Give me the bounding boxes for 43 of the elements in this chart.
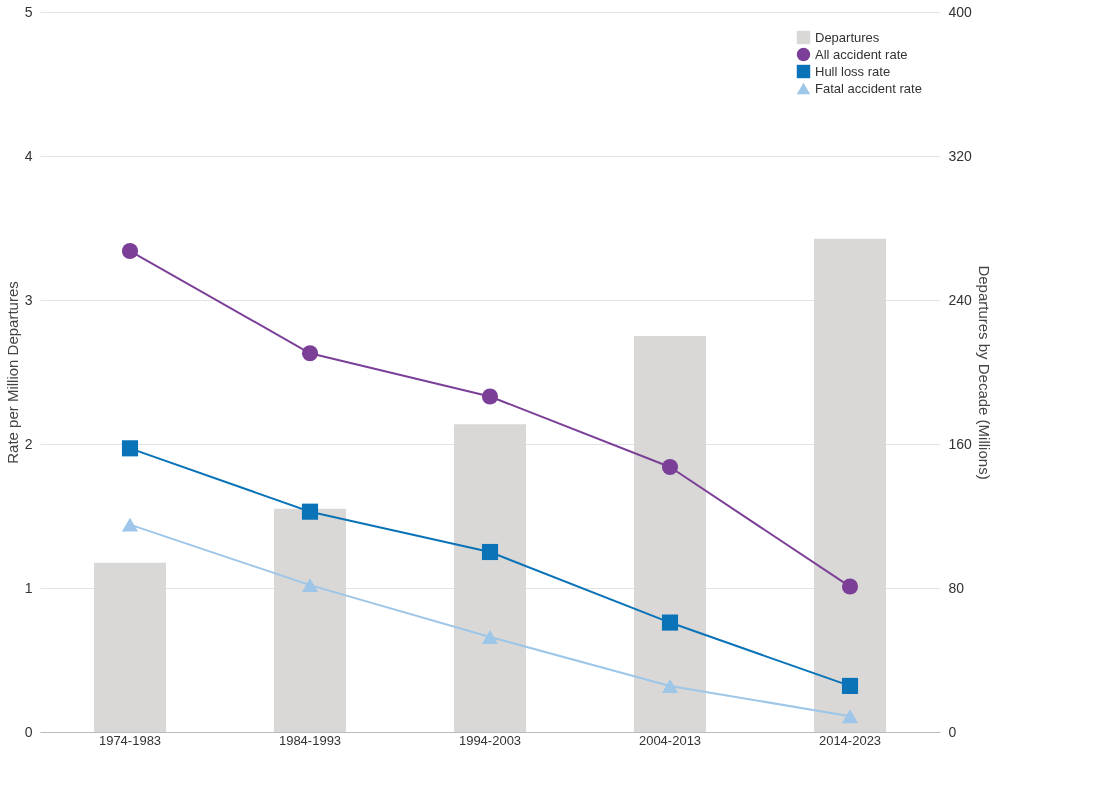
y-tick-label: 1 bbox=[24, 579, 33, 596]
y2-tick-label: 0 bbox=[948, 723, 957, 740]
point bbox=[121, 517, 139, 532]
point bbox=[661, 614, 679, 631]
y-tick-label: 4 bbox=[24, 147, 33, 164]
point bbox=[121, 440, 139, 457]
y2-tick-label: 160 bbox=[948, 435, 973, 452]
x-tick-label: 1974-1983 bbox=[98, 732, 162, 748]
point bbox=[481, 388, 499, 405]
point bbox=[121, 242, 139, 260]
point bbox=[301, 345, 319, 362]
bar bbox=[274, 508, 346, 732]
x-tick-label: 1994-2003 bbox=[458, 732, 522, 748]
legend-label: All accident rate bbox=[815, 46, 908, 62]
y-tick-label: 2 bbox=[24, 435, 33, 452]
y-tick-label: 5 bbox=[24, 3, 33, 20]
legend-label: Hull loss rate bbox=[815, 63, 891, 79]
legend-label: Departures bbox=[815, 29, 880, 45]
x-tick-label: 2014-2023 bbox=[818, 732, 882, 748]
bar bbox=[94, 562, 166, 732]
point bbox=[841, 677, 859, 694]
y-tick-label: 0 bbox=[24, 723, 33, 740]
bar bbox=[814, 238, 886, 732]
bar bbox=[634, 336, 706, 732]
y-axis-title: Rate per Million Departures bbox=[3, 281, 21, 464]
point bbox=[661, 458, 679, 476]
y2-axis-title: Departures by Decade (Millions) bbox=[975, 265, 993, 480]
point bbox=[301, 503, 319, 520]
point bbox=[841, 578, 859, 595]
y2-tick-label: 320 bbox=[948, 147, 973, 164]
point bbox=[481, 543, 499, 561]
y2-tick-label: 400 bbox=[948, 3, 973, 20]
x-tick-label: 2004-2013 bbox=[638, 732, 702, 748]
point bbox=[481, 629, 499, 644]
y-tick-label: 3 bbox=[24, 291, 33, 308]
point bbox=[661, 678, 679, 693]
point bbox=[301, 578, 319, 593]
legend-label: Fatal accident rate bbox=[815, 80, 922, 96]
point bbox=[841, 709, 859, 724]
bar bbox=[454, 424, 526, 732]
y2-tick-label: 80 bbox=[948, 579, 965, 596]
y2-tick-label: 240 bbox=[948, 291, 973, 308]
x-tick-label: 1984-1993 bbox=[278, 732, 342, 748]
